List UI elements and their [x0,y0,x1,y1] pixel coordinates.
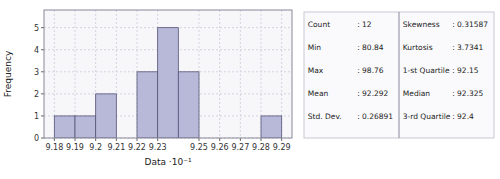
x-grid-line [219,10,220,138]
chart-svg: 9.189.19 9.2 9.219.229.23 9.259.269.279.289… [0,0,500,179]
chart-container: 9.189.19 9.2 9.219.229.23 9.259.269.279.289… [0,0,500,179]
y-tick-label: 5 [34,24,39,33]
y-tick-label: 0 [34,134,39,143]
bar [96,94,117,138]
stat-label: Median [403,89,431,98]
y-axis-label: Frequency [3,50,13,97]
x-tick-label: 9.19 [66,143,84,152]
plot-background [44,10,292,138]
stat-label: Max [308,66,324,75]
x-tick-label: 9.25 [190,143,208,152]
bar [178,72,199,138]
y-tick-label: 1 [34,112,39,121]
x-tick-label: 9.28 [252,143,270,152]
x-tick-label: 9.27 [231,143,249,152]
plot-frame [44,10,292,138]
stat-label: Mean [308,89,329,98]
stats-panel [304,12,494,138]
x-tick-label: 9.23 [149,143,167,152]
stat-value: : 92.4 [452,112,474,121]
bar [54,116,75,138]
stat-value: : 92.292 [357,89,388,98]
stat-label: Min [308,43,322,52]
x-tick-label: 9.18 [45,143,63,152]
stat-value: : 80.84 [357,43,384,52]
bar [75,116,96,138]
stats-table: Count : 12 Skewness : 0.31587 Min : 80.84 Kurt… [304,12,494,138]
bar [137,72,158,138]
stats-divider [399,12,400,138]
y-tick-label: 2 [34,90,39,99]
grid [44,10,292,138]
x-axis-label: Data ·10⁻¹ [144,157,191,167]
x-grid-line [240,10,241,138]
stat-label: Kurtosis [403,43,433,52]
stat-value: : 92.15 [452,66,479,75]
stat-value: : 0.26891 [357,112,393,121]
stat-label: 3-rd Quartile [403,112,451,121]
stat-label: Std. Dev. [308,112,342,121]
x-tick-label: 9.22 [128,143,146,152]
stat-value: : 0.31587 [452,20,488,29]
stat-label: Skewness [403,20,440,29]
x-tick-label: 9.29 [273,143,291,152]
axes: 9.189.19 9.2 9.219.229.23 9.259.269.279.289… [34,24,291,152]
x-tick-label: 9.2 [89,143,102,152]
y-tick-label: 4 [34,46,39,55]
stat-value: : 3.7341 [452,43,483,52]
stat-value: : 12 [357,20,372,29]
bar [261,116,282,138]
bar [158,28,179,138]
stat-value: : 98.76 [357,66,384,75]
y-tick-label: 3 [34,68,39,77]
x-tick-label: 9.26 [211,143,229,152]
x-tick-label: 9.21 [107,143,125,152]
bars [54,28,281,138]
stat-label: 1-st Quartile [403,66,450,75]
stat-label: Count [308,20,330,29]
stat-value: : 92.325 [452,89,483,98]
